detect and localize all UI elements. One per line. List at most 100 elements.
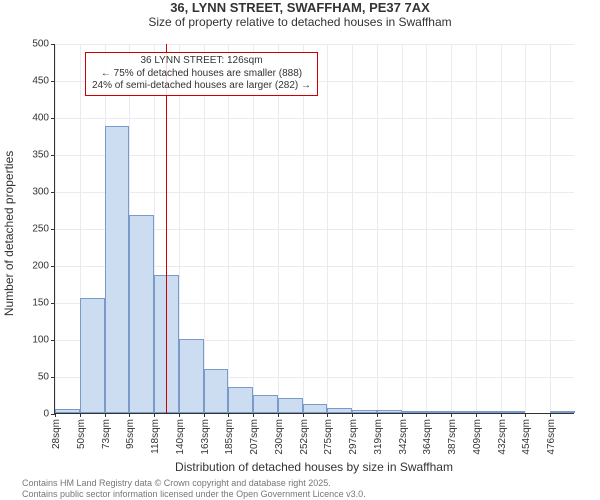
chart-title: 36, LYNN STREET, SWAFFHAM, PE37 7AX bbox=[0, 0, 600, 15]
histogram-bar bbox=[451, 411, 476, 413]
grid-line-v bbox=[278, 44, 279, 413]
chart-subtitle: Size of property relative to detached ho… bbox=[0, 15, 600, 29]
histogram-bar bbox=[204, 369, 229, 413]
x-tick-mark bbox=[550, 413, 551, 417]
x-tick-label: 364sqm bbox=[422, 419, 433, 455]
histogram-bar bbox=[352, 410, 377, 413]
annotation-line-3: 24% of semi-detached houses are larger (… bbox=[92, 80, 311, 93]
x-tick-label: 73sqm bbox=[101, 419, 112, 449]
x-tick-label: 409sqm bbox=[472, 419, 483, 455]
y-axis-label: Number of detached properties bbox=[2, 151, 16, 316]
x-tick-mark bbox=[129, 413, 130, 417]
x-tick-label: 140sqm bbox=[175, 419, 186, 455]
x-tick-label: 28sqm bbox=[51, 419, 62, 449]
x-tick-label: 275sqm bbox=[323, 419, 334, 455]
x-tick-label: 432sqm bbox=[497, 419, 508, 455]
grid-line-v bbox=[377, 44, 378, 413]
x-tick-label: 252sqm bbox=[299, 419, 310, 455]
y-tick-label: 400 bbox=[32, 113, 55, 124]
plot-area: 05010015020025030035040045050028sqm50sqm… bbox=[54, 44, 574, 414]
x-tick-mark bbox=[525, 413, 526, 417]
x-tick-label: 230sqm bbox=[274, 419, 285, 455]
x-tick-mark bbox=[426, 413, 427, 417]
y-tick-label: 250 bbox=[32, 224, 55, 235]
x-tick-label: 342sqm bbox=[398, 419, 409, 455]
x-tick-mark bbox=[278, 413, 279, 417]
histogram-bar bbox=[377, 410, 402, 413]
x-tick-mark bbox=[451, 413, 452, 417]
x-tick-mark bbox=[80, 413, 81, 417]
histogram-bar bbox=[426, 411, 451, 413]
footer-line-2: Contains public sector information licen… bbox=[22, 489, 366, 499]
x-tick-label: 319sqm bbox=[373, 419, 384, 455]
y-tick-label: 500 bbox=[32, 39, 55, 50]
grid-line-h bbox=[55, 192, 574, 193]
x-tick-mark bbox=[303, 413, 304, 417]
x-tick-mark bbox=[253, 413, 254, 417]
y-tick-label: 350 bbox=[32, 150, 55, 161]
x-tick-label: 454sqm bbox=[521, 419, 532, 455]
x-tick-mark bbox=[55, 413, 56, 417]
histogram-bar bbox=[501, 411, 526, 413]
annotation-line-2: ← 75% of detached houses are smaller (88… bbox=[92, 68, 311, 81]
x-axis-label: Distribution of detached houses by size … bbox=[54, 460, 574, 474]
x-tick-label: 207sqm bbox=[249, 419, 260, 455]
chart-container: 36, LYNN STREET, SWAFFHAM, PE37 7AX Size… bbox=[0, 0, 600, 500]
grid-line-h bbox=[55, 44, 574, 45]
histogram-bar bbox=[550, 411, 575, 413]
histogram-bar bbox=[80, 298, 105, 413]
grid-line-v bbox=[426, 44, 427, 413]
grid-line-v bbox=[451, 44, 452, 413]
x-tick-mark bbox=[402, 413, 403, 417]
grid-line-v bbox=[228, 44, 229, 413]
x-tick-label: 50sqm bbox=[76, 419, 87, 449]
y-tick-label: 150 bbox=[32, 298, 55, 309]
grid-line-v bbox=[55, 44, 56, 413]
grid-line-v bbox=[501, 44, 502, 413]
y-tick-label: 0 bbox=[43, 409, 55, 420]
x-tick-mark bbox=[501, 413, 502, 417]
y-tick-label: 200 bbox=[32, 261, 55, 272]
x-tick-label: 297sqm bbox=[348, 419, 359, 455]
x-tick-label: 118sqm bbox=[150, 419, 161, 454]
histogram-bar bbox=[402, 411, 427, 413]
x-tick-label: 476sqm bbox=[546, 419, 557, 455]
x-tick-label: 185sqm bbox=[224, 419, 235, 455]
grid-line-v bbox=[253, 44, 254, 413]
histogram-bar bbox=[278, 398, 303, 413]
histogram-bar bbox=[253, 395, 278, 413]
grid-line-h bbox=[55, 155, 574, 156]
x-tick-mark bbox=[327, 413, 328, 417]
marker-line bbox=[166, 44, 167, 413]
x-tick-mark bbox=[476, 413, 477, 417]
y-tick-label: 450 bbox=[32, 76, 55, 87]
grid-line-v bbox=[352, 44, 353, 413]
grid-line-v bbox=[402, 44, 403, 413]
annotation-line-1: 36 LYNN STREET: 126sqm bbox=[92, 55, 311, 68]
footer-line-1: Contains HM Land Registry data © Crown c… bbox=[22, 478, 331, 488]
histogram-bar bbox=[105, 126, 130, 413]
histogram-bar bbox=[228, 387, 253, 413]
x-tick-label: 95sqm bbox=[125, 419, 136, 449]
x-tick-mark bbox=[377, 413, 378, 417]
grid-line-v bbox=[327, 44, 328, 413]
x-tick-label: 387sqm bbox=[447, 419, 458, 455]
x-tick-label: 163sqm bbox=[200, 419, 211, 455]
grid-line-v bbox=[204, 44, 205, 413]
x-tick-mark bbox=[352, 413, 353, 417]
grid-line-h bbox=[55, 118, 574, 119]
x-tick-mark bbox=[179, 413, 180, 417]
histogram-bar bbox=[55, 409, 80, 413]
histogram-bar bbox=[303, 404, 328, 413]
histogram-bar bbox=[476, 411, 501, 413]
x-tick-mark bbox=[228, 413, 229, 417]
histogram-bar bbox=[327, 408, 352, 413]
histogram-bar bbox=[179, 339, 204, 413]
annotation-box: 36 LYNN STREET: 126sqm← 75% of detached … bbox=[85, 52, 318, 96]
grid-line-v bbox=[476, 44, 477, 413]
grid-line-v bbox=[525, 44, 526, 413]
y-tick-label: 50 bbox=[38, 372, 55, 383]
x-tick-mark bbox=[105, 413, 106, 417]
x-tick-mark bbox=[154, 413, 155, 417]
histogram-bar bbox=[129, 215, 154, 413]
